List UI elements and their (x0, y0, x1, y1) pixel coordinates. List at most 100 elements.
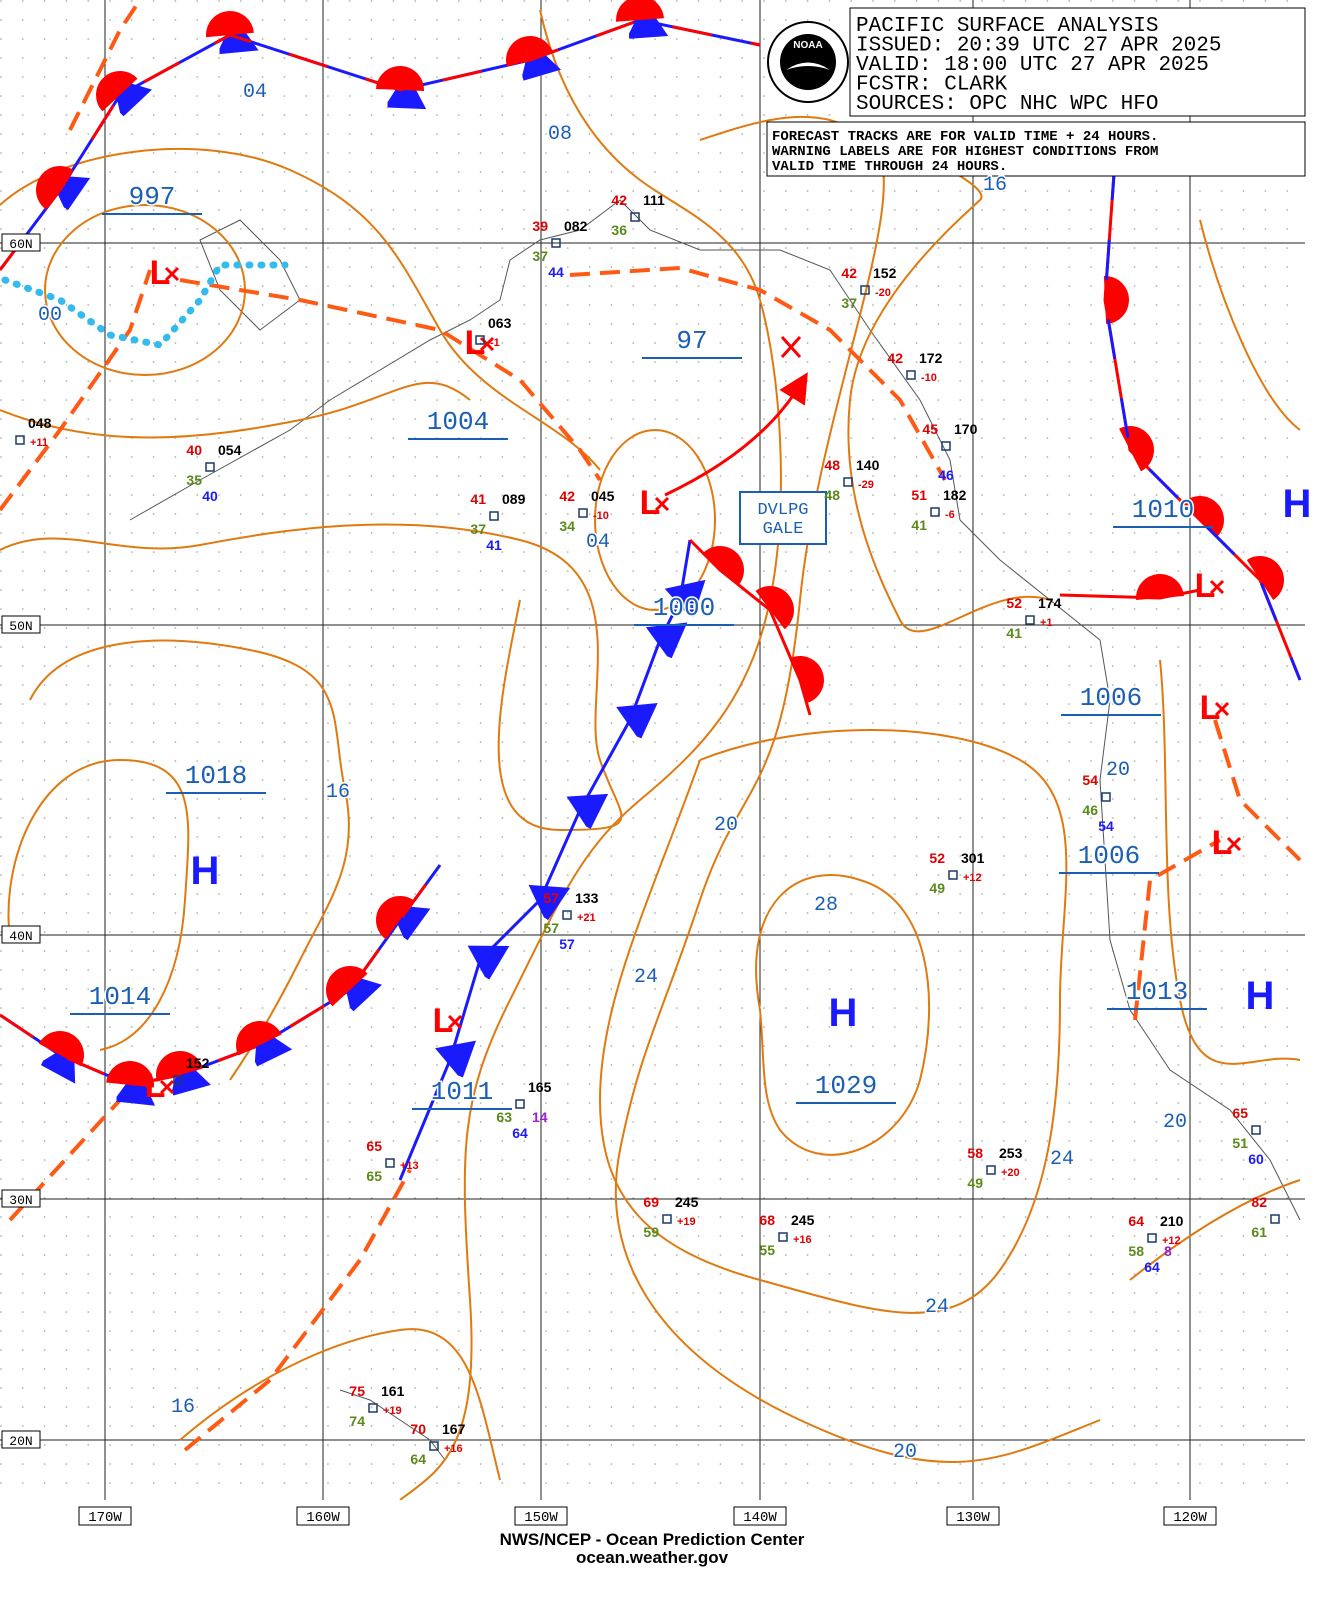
station-dew: 37 (841, 295, 857, 311)
station-temp: 54 (1082, 772, 1098, 788)
isobar-value: 1014 (89, 982, 151, 1012)
isobar-value: 1018 (185, 761, 247, 791)
longitude-label: 150W (524, 1510, 558, 1526)
station-marker (578, 508, 588, 518)
latitude-label: 20N (9, 1434, 32, 1449)
station-marker (489, 511, 499, 521)
station-marker (1147, 1233, 1157, 1243)
ice-edge (1, 261, 289, 349)
station-dew: 48 (824, 487, 840, 503)
station-marker (15, 435, 25, 445)
station-pressure: 152 (186, 1055, 210, 1071)
station-other: 14 (532, 1109, 548, 1125)
contour-label: 00 (38, 304, 62, 327)
pressure-center: L (640, 484, 661, 522)
station-temp: 42 (841, 265, 857, 281)
warning-line: GALE (763, 520, 804, 539)
longitude-label: 130W (956, 1510, 990, 1526)
isobar-value: 1000 (653, 593, 715, 623)
station-marker (551, 238, 561, 248)
latitude-label: 30N (9, 1193, 32, 1208)
station-tendency: -20 (875, 287, 891, 299)
station-pressure: 045 (591, 488, 615, 504)
footer-line: NWS/NCEP - Ocean Prediction Center (500, 1530, 805, 1549)
station-pressure: 170 (954, 421, 978, 437)
station-temp: 69 (643, 1194, 659, 1210)
station-pressure: 152 (873, 265, 897, 281)
station-pressure: 245 (675, 1194, 699, 1210)
station-temp: 65 (366, 1138, 382, 1154)
station-dew: 55 (759, 1242, 775, 1258)
isobar-value: 997 (129, 182, 176, 212)
low-center-x (654, 496, 670, 512)
station-temp: 82 (1251, 1194, 1267, 1210)
note-box (766, 121, 1306, 177)
station-pressure: 082 (564, 218, 588, 234)
station-pressure: 301 (961, 850, 985, 866)
station-tendency: +19 (383, 1405, 402, 1417)
station-pressure: 089 (502, 491, 526, 507)
pressure-center: L (465, 324, 486, 362)
pressure-center: L (150, 254, 171, 292)
station-dew: 35 (186, 472, 202, 488)
station-dew: 58 (1128, 1243, 1144, 1259)
header-line: FCSTR: CLARK (856, 74, 1008, 97)
low-center-x (479, 336, 495, 352)
low-center-x (1214, 701, 1230, 717)
longitude-label: 170W (88, 1510, 122, 1526)
pressure-center: L (145, 1067, 166, 1105)
axis-strip (0, 1500, 1305, 1530)
contour-label: 20 (1163, 1111, 1187, 1134)
note-line: VALID TIME THROUGH 24 HOURS. (772, 159, 1007, 175)
station-dew: 36 (611, 222, 627, 238)
header-line: VALID: 18:00 UTC 27 APR 2025 (856, 54, 1209, 77)
station-pressure: 210 (1160, 1213, 1184, 1229)
station-temp: 57 (543, 890, 559, 906)
station-marker (948, 870, 958, 880)
station-marker (986, 1165, 996, 1175)
station-other: 8 (1164, 1243, 1172, 1259)
station-pressure: 172 (919, 350, 943, 366)
station-tendency: +20 (1001, 1167, 1020, 1179)
station-pressure: 253 (999, 1145, 1023, 1161)
pressure-center: L (433, 1002, 454, 1040)
station-pressure: 048 (28, 415, 52, 431)
station-dew: 49 (929, 880, 945, 896)
lon-label-bg (946, 1506, 1000, 1526)
station-temp: 58 (967, 1145, 983, 1161)
station-tendency: -29 (858, 479, 874, 491)
station-temp: 70 (410, 1421, 426, 1437)
station-marker (941, 441, 951, 451)
lon-label-bg (733, 1506, 787, 1526)
station-marker (1101, 792, 1111, 802)
station-dew: 74 (349, 1413, 365, 1429)
station-sst: 44 (548, 264, 564, 280)
latitude-label: 60N (9, 237, 32, 252)
station-tendency: -10 (921, 372, 937, 384)
contour-label: 16 (171, 1396, 195, 1419)
station-temp: 39 (532, 218, 548, 234)
station-dew: 59 (643, 1224, 659, 1240)
station-marker (515, 1099, 525, 1109)
latitude-label: 50N (9, 619, 32, 634)
station-temp: 64 (1128, 1213, 1144, 1229)
lat-label-bg (1, 1189, 41, 1208)
station-temp: 68 (759, 1212, 775, 1228)
station-marker (368, 1403, 378, 1413)
station-temp: 51 (911, 487, 927, 503)
lat-label-bg (1, 925, 41, 944)
isobar-value: 1006 (1080, 683, 1142, 713)
station-tendency: +16 (793, 1234, 812, 1246)
contour-label: 16 (983, 174, 1007, 197)
station-dew: 46 (1082, 802, 1098, 818)
isobar-value: 1029 (815, 1071, 877, 1101)
contour-label: 16 (326, 781, 350, 804)
station-tendency: -6 (945, 509, 955, 521)
station-dew: 63 (496, 1109, 512, 1125)
lat-label-bg (1, 1430, 41, 1449)
station-pressure: 063 (488, 315, 512, 331)
contour-label: 20 (1106, 759, 1130, 782)
station-pressure: 245 (791, 1212, 815, 1228)
note-line: FORECAST TRACKS ARE FOR VALID TIME + 24 … (772, 129, 1158, 145)
